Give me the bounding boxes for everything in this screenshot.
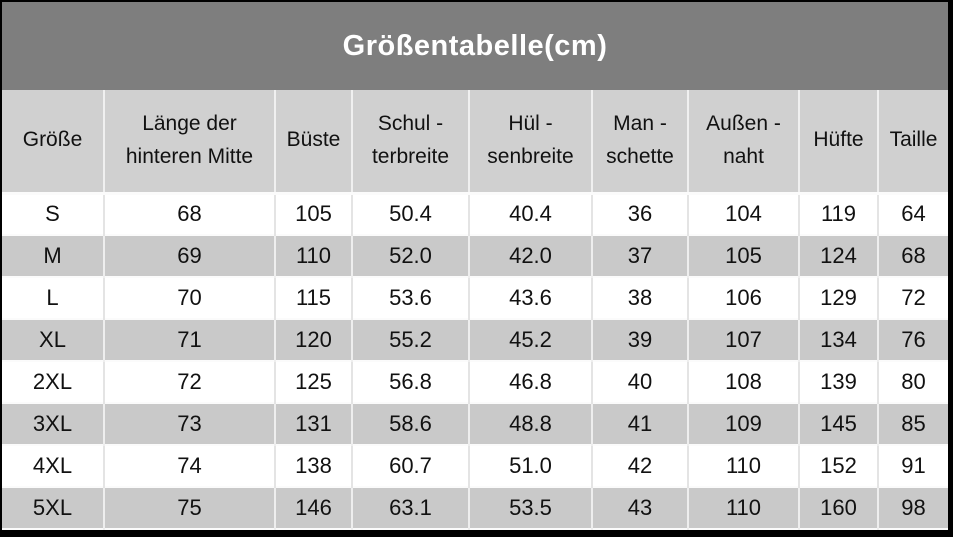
header-cell: Größe	[2, 90, 105, 195]
measurement-cell: 145	[798, 403, 879, 445]
measurement-cell: 160	[798, 487, 879, 529]
measurement-cell: 91	[877, 445, 948, 487]
table-body: S 68 105 50.4 40.4 36 104 119 64 M 69 110 52.0 42.0 37…	[2, 193, 948, 529]
header-cell: Man - schette	[591, 90, 689, 195]
title-bar: Größentabelle(cm)	[2, 2, 948, 90]
measurement-cell: 45.2	[468, 319, 593, 361]
table-row: S 68 105 50.4 40.4 36 104 119 64	[2, 193, 948, 235]
size-label-cell: 2XL	[2, 361, 105, 403]
measurement-cell: 120	[274, 319, 353, 361]
measurement-cell: 60.7	[351, 445, 470, 487]
measurement-cell: 52.0	[351, 235, 470, 277]
header-cell: Außen - naht	[687, 90, 800, 195]
measurement-cell: 134	[798, 319, 879, 361]
measurement-cell: 69	[103, 235, 276, 277]
measurement-cell: 70	[103, 277, 276, 319]
measurement-cell: 119	[798, 193, 879, 235]
measurement-cell: 115	[274, 277, 353, 319]
measurement-cell: 53.6	[351, 277, 470, 319]
measurement-cell: 68	[877, 235, 948, 277]
measurement-cell: 68	[103, 193, 276, 235]
measurement-cell: 64	[877, 193, 948, 235]
table-row: L 70 115 53.6 43.6 38 106 129 72	[2, 277, 948, 319]
measurement-cell: 37	[591, 235, 689, 277]
measurement-cell: 139	[798, 361, 879, 403]
table-row: 4XL 74 138 60.7 51.0 42 110 152 91	[2, 445, 948, 487]
measurement-cell: 40.4	[468, 193, 593, 235]
measurement-cell: 55.2	[351, 319, 470, 361]
measurement-cell: 63.1	[351, 487, 470, 529]
measurement-cell: 98	[877, 487, 948, 529]
measurement-cell: 51.0	[468, 445, 593, 487]
size-label-cell: M	[2, 235, 105, 277]
measurement-cell: 108	[687, 361, 800, 403]
table-row: 2XL 72 125 56.8 46.8 40 108 139 80	[2, 361, 948, 403]
measurement-cell: 110	[687, 487, 800, 529]
header-row: Größe Länge der hinteren Mitte Büste Schul …	[2, 90, 948, 195]
header-cell: Taille	[877, 90, 948, 195]
measurement-cell: 80	[877, 361, 948, 403]
measurement-cell: 72	[877, 277, 948, 319]
measurement-cell: 109	[687, 403, 800, 445]
measurement-cell: 105	[274, 193, 353, 235]
measurement-cell: 38	[591, 277, 689, 319]
size-label-cell: 3XL	[2, 403, 105, 445]
table-header: Größe Länge der hinteren Mitte Büste Schul …	[2, 90, 948, 195]
measurement-cell: 138	[274, 445, 353, 487]
header-cell: Büste	[274, 90, 353, 195]
measurement-cell: 43.6	[468, 277, 593, 319]
measurement-cell: 58.6	[351, 403, 470, 445]
size-label-cell: L	[2, 277, 105, 319]
measurement-cell: 125	[274, 361, 353, 403]
size-label-cell: 4XL	[2, 445, 105, 487]
measurement-cell: 104	[687, 193, 800, 235]
table-row: XL 71 120 55.2 45.2 39 107 134 76	[2, 319, 948, 361]
measurement-cell: 85	[877, 403, 948, 445]
measurement-cell: 39	[591, 319, 689, 361]
measurement-cell: 110	[687, 445, 800, 487]
measurement-cell: 43	[591, 487, 689, 529]
measurement-cell: 129	[798, 277, 879, 319]
measurement-cell: 110	[274, 235, 353, 277]
measurement-cell: 73	[103, 403, 276, 445]
size-table: Größe Länge der hinteren Mitte Büste Schul …	[2, 90, 948, 530]
table-row: 3XL 73 131 58.6 48.8 41 109 145 85	[2, 403, 948, 445]
header-cell: Schul - terbreite	[351, 90, 470, 195]
page-title: Größentabelle(cm)	[342, 29, 608, 62]
measurement-cell: 75	[103, 487, 276, 529]
measurement-cell: 131	[274, 403, 353, 445]
size-label-cell: XL	[2, 319, 105, 361]
measurement-cell: 40	[591, 361, 689, 403]
measurement-cell: 56.8	[351, 361, 470, 403]
measurement-cell: 146	[274, 487, 353, 529]
size-label-cell: S	[2, 193, 105, 235]
measurement-cell: 71	[103, 319, 276, 361]
measurement-cell: 48.8	[468, 403, 593, 445]
measurement-cell: 124	[798, 235, 879, 277]
measurement-cell: 53.5	[468, 487, 593, 529]
measurement-cell: 152	[798, 445, 879, 487]
measurement-cell: 72	[103, 361, 276, 403]
measurement-cell: 76	[877, 319, 948, 361]
measurement-cell: 106	[687, 277, 800, 319]
table-row: M 69 110 52.0 42.0 37 105 124 68	[2, 235, 948, 277]
header-cell: Hüfte	[798, 90, 879, 195]
measurement-cell: 74	[103, 445, 276, 487]
table-row: 5XL 75 146 63.1 53.5 43 110 160 98	[2, 487, 948, 529]
measurement-cell: 41	[591, 403, 689, 445]
measurement-cell: 46.8	[468, 361, 593, 403]
measurement-cell: 36	[591, 193, 689, 235]
size-label-cell: 5XL	[2, 487, 105, 529]
measurement-cell: 42.0	[468, 235, 593, 277]
measurement-cell: 50.4	[351, 193, 470, 235]
header-cell: Hül - senbreite	[468, 90, 593, 195]
header-cell: Länge der hinteren Mitte	[103, 90, 276, 195]
size-chart: Größentabelle(cm) Größe Länge der hintere…	[2, 2, 948, 530]
measurement-cell: 107	[687, 319, 800, 361]
measurement-cell: 105	[687, 235, 800, 277]
measurement-cell: 42	[591, 445, 689, 487]
